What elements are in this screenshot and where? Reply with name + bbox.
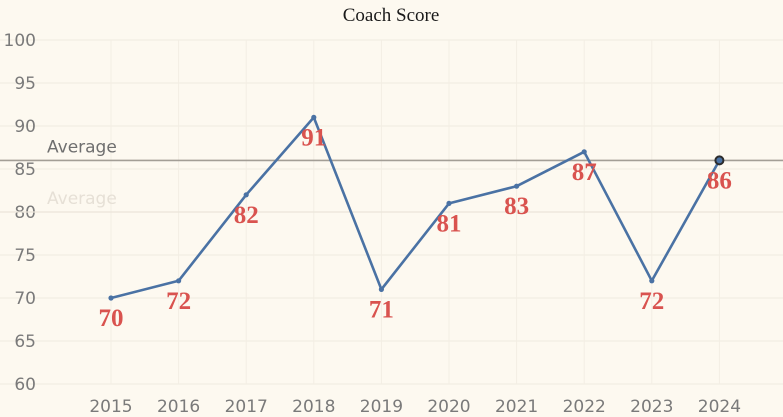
x-tick-label: 2019	[360, 397, 403, 417]
x-tick-label: 2023	[630, 397, 673, 417]
average-reference-label: Average	[47, 137, 117, 157]
data-label: 71	[369, 296, 394, 323]
y-tick-label: 75	[14, 246, 36, 266]
data-point	[176, 278, 182, 284]
y-tick-label: 100	[4, 31, 36, 51]
data-label: 86	[707, 167, 732, 194]
highlighted-data-point	[714, 155, 725, 166]
data-label: 83	[504, 193, 529, 220]
data-point	[446, 200, 452, 206]
x-tick-label: 2024	[698, 397, 741, 417]
data-label: 81	[437, 210, 462, 237]
data-label: 87	[572, 159, 597, 186]
series	[108, 114, 725, 301]
x-tick-label: 2017	[225, 397, 268, 417]
data-label: 72	[166, 288, 191, 315]
x-tick-label: 2015	[89, 397, 132, 417]
x-tick-label: 2016	[157, 397, 200, 417]
x-axis: 2015 2016 2017 2018 2019 2020 2021 2022 2023 2024	[89, 397, 741, 417]
data-label: 91	[301, 124, 326, 151]
data-point	[311, 114, 317, 120]
data-point	[514, 183, 520, 189]
y-tick-label: 80	[14, 203, 36, 223]
x-tick-label: 2018	[292, 397, 335, 417]
x-tick-label: 2022	[563, 397, 606, 417]
series-line	[110, 116, 721, 300]
reference-lines: Average Average	[0, 137, 783, 213]
data-label: 82	[234, 202, 259, 229]
y-tick-label: 60	[14, 375, 36, 395]
data-point	[649, 278, 655, 284]
average-reference-label: Average	[47, 189, 117, 209]
chart-title: Coach Score	[343, 5, 440, 26]
data-point	[378, 286, 384, 292]
data-label: 70	[99, 305, 124, 332]
y-tick-label: 70	[14, 289, 36, 309]
data-label: 72	[639, 288, 664, 315]
y-axis: 60 65 70 75 80 85 90 95 100	[4, 31, 36, 395]
data-point	[108, 295, 114, 301]
data-labels: 70 72 82 91 71 81 83 87 72 86	[99, 124, 732, 332]
data-point	[581, 149, 587, 155]
y-tick-label: 90	[14, 117, 36, 137]
x-tick-label: 2020	[427, 397, 470, 417]
x-tick-label: 2021	[495, 397, 538, 417]
y-tick-label: 85	[14, 160, 36, 180]
y-tick-label: 95	[14, 74, 36, 94]
data-point	[243, 192, 249, 198]
y-tick-label: 65	[14, 332, 36, 352]
